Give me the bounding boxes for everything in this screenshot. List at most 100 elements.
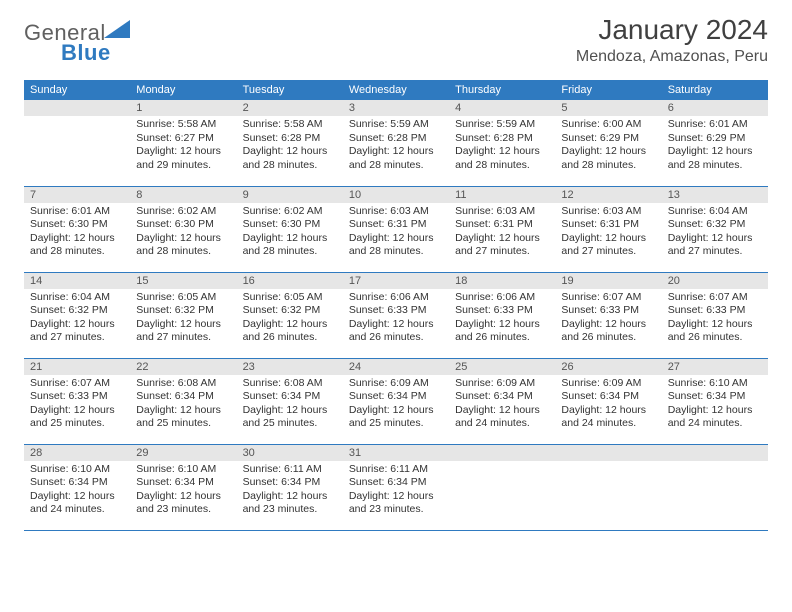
day-number: 1 [130,100,236,116]
daylight-line: Daylight: 12 hours and 27 minutes. [668,232,762,259]
day-number: 29 [130,445,236,461]
month-title: January 2024 [576,14,768,46]
calendar-day-cell: 7Sunrise: 6:01 AMSunset: 6:30 PMDaylight… [24,186,130,272]
day-number: 20 [662,273,768,289]
daylight-line: Daylight: 12 hours and 27 minutes. [455,232,549,259]
sunrise-line: Sunrise: 5:58 AM [136,118,230,132]
sunrise-line: Sunrise: 6:03 AM [349,205,443,219]
sunset-line: Sunset: 6:31 PM [561,218,655,232]
weekday-header: Thursday [449,80,555,100]
sunrise-line: Sunrise: 6:10 AM [136,463,230,477]
daylight-line: Daylight: 12 hours and 28 minutes. [30,232,124,259]
calendar-day-cell: 12Sunrise: 6:03 AMSunset: 6:31 PMDayligh… [555,186,661,272]
day-details: Sunrise: 6:09 AMSunset: 6:34 PMDaylight:… [449,375,555,436]
weekday-header: Tuesday [237,80,343,100]
day-number: 10 [343,187,449,203]
day-number: 13 [662,187,768,203]
day-details: Sunrise: 6:09 AMSunset: 6:34 PMDaylight:… [555,375,661,436]
day-details: Sunrise: 6:10 AMSunset: 6:34 PMDaylight:… [662,375,768,436]
logo-part2: Blue [61,40,111,65]
calendar-day-cell: 4Sunrise: 5:59 AMSunset: 6:28 PMDaylight… [449,100,555,186]
sunrise-line: Sunrise: 6:02 AM [243,205,337,219]
calendar-day-cell: 6Sunrise: 6:01 AMSunset: 6:29 PMDaylight… [662,100,768,186]
day-number: 2 [237,100,343,116]
day-details: Sunrise: 6:11 AMSunset: 6:34 PMDaylight:… [237,461,343,522]
day-number-empty [449,445,555,461]
sunrise-line: Sunrise: 5:59 AM [455,118,549,132]
day-details: Sunrise: 5:59 AMSunset: 6:28 PMDaylight:… [343,116,449,177]
sunrise-line: Sunrise: 6:09 AM [455,377,549,391]
sunset-line: Sunset: 6:33 PM [455,304,549,318]
sunset-line: Sunset: 6:29 PM [561,132,655,146]
calendar-day-cell [24,100,130,186]
sunset-line: Sunset: 6:30 PM [136,218,230,232]
daylight-line: Daylight: 12 hours and 27 minutes. [30,318,124,345]
sunrise-line: Sunrise: 6:07 AM [561,291,655,305]
daylight-line: Daylight: 12 hours and 28 minutes. [455,145,549,172]
sunrise-line: Sunrise: 5:59 AM [349,118,443,132]
day-number: 3 [343,100,449,116]
daylight-line: Daylight: 12 hours and 28 minutes. [561,145,655,172]
daylight-line: Daylight: 12 hours and 28 minutes. [668,145,762,172]
sunset-line: Sunset: 6:33 PM [30,390,124,404]
sunrise-line: Sunrise: 6:07 AM [30,377,124,391]
calendar-day-cell: 18Sunrise: 6:06 AMSunset: 6:33 PMDayligh… [449,272,555,358]
daylight-line: Daylight: 12 hours and 28 minutes. [136,232,230,259]
day-details: Sunrise: 6:01 AMSunset: 6:30 PMDaylight:… [24,203,130,264]
sunset-line: Sunset: 6:29 PM [668,132,762,146]
sunset-line: Sunset: 6:34 PM [136,390,230,404]
day-details: Sunrise: 6:08 AMSunset: 6:34 PMDaylight:… [237,375,343,436]
daylight-line: Daylight: 12 hours and 26 minutes. [349,318,443,345]
daylight-line: Daylight: 12 hours and 23 minutes. [243,490,337,517]
day-details: Sunrise: 6:07 AMSunset: 6:33 PMDaylight:… [24,375,130,436]
day-details: Sunrise: 6:01 AMSunset: 6:29 PMDaylight:… [662,116,768,177]
calendar-day-cell: 22Sunrise: 6:08 AMSunset: 6:34 PMDayligh… [130,358,236,444]
calendar-week-row: 14Sunrise: 6:04 AMSunset: 6:32 PMDayligh… [24,272,768,358]
calendar-day-cell: 21Sunrise: 6:07 AMSunset: 6:33 PMDayligh… [24,358,130,444]
day-number: 7 [24,187,130,203]
day-details: Sunrise: 6:05 AMSunset: 6:32 PMDaylight:… [130,289,236,350]
day-number: 27 [662,359,768,375]
sunset-line: Sunset: 6:34 PM [136,476,230,490]
calendar-day-cell [662,444,768,530]
sunrise-line: Sunrise: 6:04 AM [30,291,124,305]
daylight-line: Daylight: 12 hours and 28 minutes. [349,232,443,259]
day-number: 18 [449,273,555,289]
daylight-line: Daylight: 12 hours and 24 minutes. [561,404,655,431]
calendar-day-cell: 23Sunrise: 6:08 AMSunset: 6:34 PMDayligh… [237,358,343,444]
daylight-line: Daylight: 12 hours and 27 minutes. [561,232,655,259]
day-details: Sunrise: 6:09 AMSunset: 6:34 PMDaylight:… [343,375,449,436]
calendar-week-row: 21Sunrise: 6:07 AMSunset: 6:33 PMDayligh… [24,358,768,444]
sunset-line: Sunset: 6:27 PM [136,132,230,146]
day-details: Sunrise: 6:10 AMSunset: 6:34 PMDaylight:… [24,461,130,522]
sunset-line: Sunset: 6:34 PM [243,476,337,490]
calendar-day-cell: 26Sunrise: 6:09 AMSunset: 6:34 PMDayligh… [555,358,661,444]
sunset-line: Sunset: 6:33 PM [349,304,443,318]
sunset-line: Sunset: 6:34 PM [668,390,762,404]
daylight-line: Daylight: 12 hours and 23 minutes. [136,490,230,517]
sunrise-line: Sunrise: 5:58 AM [243,118,337,132]
day-number-empty [24,100,130,116]
sunset-line: Sunset: 6:34 PM [349,390,443,404]
day-number: 31 [343,445,449,461]
sunrise-line: Sunrise: 6:03 AM [561,205,655,219]
sunrise-line: Sunrise: 6:06 AM [349,291,443,305]
day-number: 26 [555,359,661,375]
sunset-line: Sunset: 6:34 PM [561,390,655,404]
day-number: 9 [237,187,343,203]
sunrise-line: Sunrise: 6:08 AM [136,377,230,391]
daylight-line: Daylight: 12 hours and 27 minutes. [136,318,230,345]
day-details: Sunrise: 6:05 AMSunset: 6:32 PMDaylight:… [237,289,343,350]
day-number: 6 [662,100,768,116]
sunset-line: Sunset: 6:28 PM [455,132,549,146]
sunrise-line: Sunrise: 6:04 AM [668,205,762,219]
calendar-day-cell: 10Sunrise: 6:03 AMSunset: 6:31 PMDayligh… [343,186,449,272]
day-number: 15 [130,273,236,289]
day-details: Sunrise: 5:58 AMSunset: 6:28 PMDaylight:… [237,116,343,177]
day-number: 11 [449,187,555,203]
sunset-line: Sunset: 6:28 PM [349,132,443,146]
day-number: 25 [449,359,555,375]
daylight-line: Daylight: 12 hours and 25 minutes. [349,404,443,431]
calendar-week-row: 1Sunrise: 5:58 AMSunset: 6:27 PMDaylight… [24,100,768,186]
calendar-day-cell: 15Sunrise: 6:05 AMSunset: 6:32 PMDayligh… [130,272,236,358]
